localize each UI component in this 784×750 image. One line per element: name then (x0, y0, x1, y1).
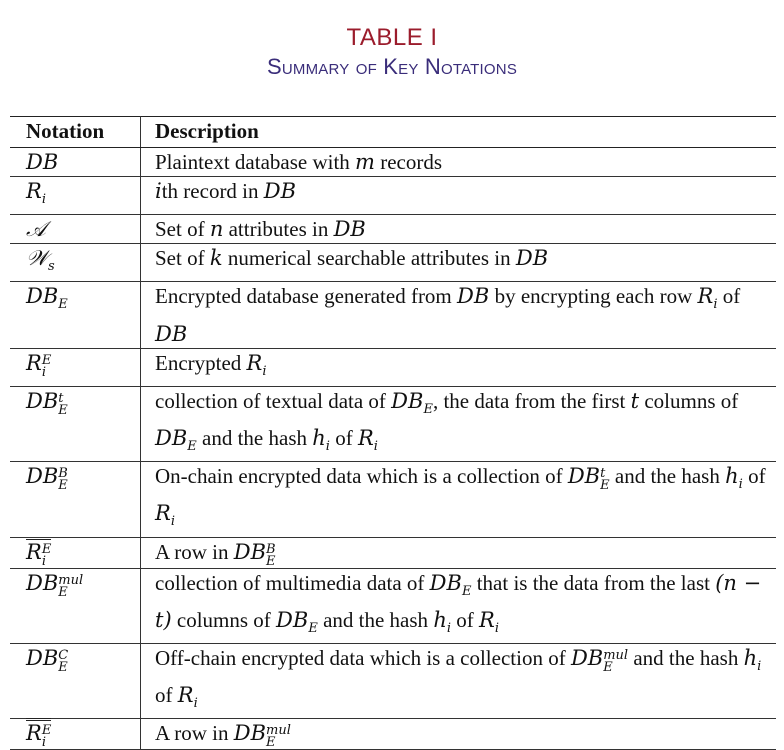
table-body: DB Plaintext database with m records Ri ith… (10, 147, 776, 750)
description-cell: ith record in DB (140, 176, 776, 216)
notation-cell: 𝒲s (10, 243, 141, 283)
notation-cell: DBE (10, 281, 141, 349)
header-description: Description (140, 116, 776, 148)
description-cell: Off-chain encrypted data which is a coll… (140, 643, 776, 720)
table-row: Ri ith record in DB (10, 176, 776, 216)
table-header-row: Notation Description (10, 116, 776, 148)
description-cell: On-chain encrypted data which is a colle… (140, 461, 776, 538)
table-row: DBE Encrypted database generated from DB … (10, 281, 776, 349)
table-title: Summary of Key Notations (266, 54, 518, 79)
notation-cell: DB B E (10, 461, 141, 538)
description-cell: Plaintext database with m records (140, 147, 776, 177)
notation-cell: Ri (10, 176, 141, 216)
table-label: TABLE I (346, 24, 438, 51)
description-cell: collection of textual data of DBE, the d… (140, 386, 776, 463)
description-cell: collection of multimedia data of DBE tha… (140, 568, 776, 644)
description-cell: Set of k numerical searchable attributes… (140, 243, 776, 283)
table-row: 𝒜 Set of n attributes in DB (10, 214, 776, 245)
description-cell: Encrypted database generated from DB by … (140, 281, 776, 349)
notation-cell: DB (10, 147, 141, 177)
notation-cell: DB t E (10, 386, 141, 463)
description-cell: A row in DB B E (140, 537, 776, 569)
description-cell: Encrypted Ri (140, 348, 776, 387)
notation-table: Notation Description DB Plaintext databas… (10, 116, 776, 750)
notation-cell: DB C E (10, 643, 141, 720)
notation-cell: 𝒜 (10, 214, 141, 245)
table-row: DB B E On-chain encrypted data which is a c… (10, 461, 776, 538)
description-cell: Set of n attributes in DB (140, 214, 776, 245)
notation-cell: DB mul E (10, 568, 141, 644)
header-notation: Notation (10, 116, 141, 148)
table-row: DB Plaintext database with m records (10, 147, 776, 177)
description-cell: A row in DB mul E (140, 718, 776, 750)
table-row: DB C E Off-chain encrypted data which is a … (10, 643, 776, 720)
table-row: 𝒲s Set of k numerical searchable attribut… (10, 243, 776, 283)
